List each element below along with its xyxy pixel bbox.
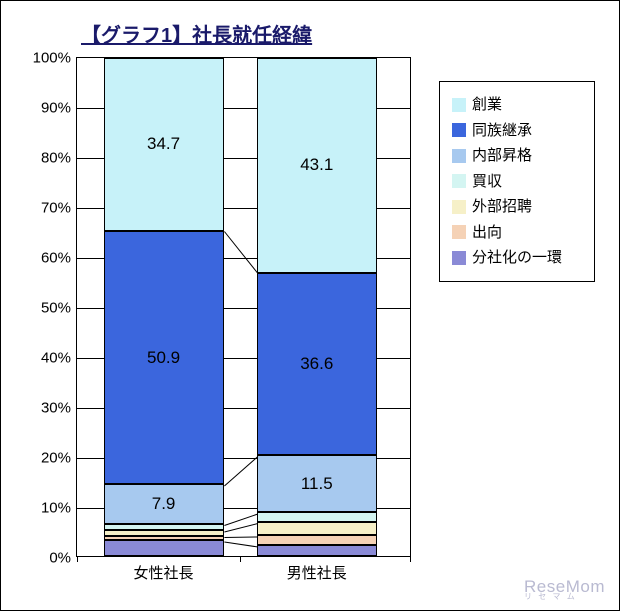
legend-label: 買収 [472, 169, 502, 195]
value-label: 34.7 [104, 134, 224, 154]
bar-segment [104, 530, 224, 535]
legend-swatch [452, 149, 466, 163]
x-tick [410, 556, 411, 562]
y-tick-label: 0% [49, 550, 71, 567]
legend-swatch [452, 200, 466, 214]
bar-segment [104, 524, 224, 530]
chart-container: 【グラフ1】社長就任経緯 0%10%20%30%40%50%60%70%80%9… [0, 0, 620, 611]
legend-item: 内部昇格 [452, 143, 582, 169]
bar-segment [257, 535, 377, 545]
value-label: 7.9 [104, 494, 224, 514]
legend-swatch [452, 98, 466, 112]
legend-swatch [452, 174, 466, 188]
bar-segment [257, 545, 377, 556]
legend-item: 分社化の一環 [452, 245, 582, 271]
value-label: 11.5 [257, 474, 377, 494]
legend-item: 出向 [452, 220, 582, 246]
watermark: ReseMom リ セ マ ム [524, 577, 605, 600]
legend-label: 創業 [472, 92, 502, 118]
y-tick-label: 50% [41, 300, 71, 317]
legend-swatch [452, 123, 466, 137]
y-tick-label: 100% [33, 50, 71, 67]
y-tick-label: 60% [41, 250, 71, 267]
legend-label: 内部昇格 [472, 143, 532, 169]
bar-segment [104, 540, 224, 556]
legend-label: 出向 [472, 220, 502, 246]
legend-item: 同族継承 [452, 118, 582, 144]
chart-title: 【グラフ1】社長就任経緯 [81, 19, 312, 48]
bar-segment [257, 522, 377, 535]
value-label: 50.9 [104, 348, 224, 368]
value-label: 43.1 [257, 155, 377, 175]
legend-label: 外部招聘 [472, 194, 532, 220]
y-tick-label: 70% [41, 200, 71, 217]
y-tick-label: 30% [41, 400, 71, 417]
legend-item: 創業 [452, 92, 582, 118]
x-category-label: 男性社長 [257, 562, 377, 583]
legend-item: 外部招聘 [452, 194, 582, 220]
legend-label: 同族継承 [472, 118, 532, 144]
bar: 女性社長 [104, 58, 224, 556]
legend-swatch [452, 251, 466, 265]
y-tick-label: 80% [41, 150, 71, 167]
value-label: 36.6 [257, 354, 377, 374]
x-tick [240, 556, 241, 562]
y-tick-label: 40% [41, 350, 71, 367]
x-tick [77, 556, 78, 562]
y-tick-label: 90% [41, 100, 71, 117]
y-tick-label: 10% [41, 500, 71, 517]
bar-segment [104, 536, 224, 540]
legend-swatch [452, 225, 466, 239]
legend-label: 分社化の一環 [472, 245, 562, 271]
legend: 創業同族継承内部昇格買収外部招聘出向分社化の一環 [439, 81, 595, 282]
legend-item: 買収 [452, 169, 582, 195]
x-category-label: 女性社長 [104, 562, 224, 583]
y-tick-label: 20% [41, 450, 71, 467]
plot-area: 0%10%20%30%40%50%60%70%80%90%100%女性社長男性社… [76, 57, 411, 557]
bar-segment [257, 512, 377, 521]
